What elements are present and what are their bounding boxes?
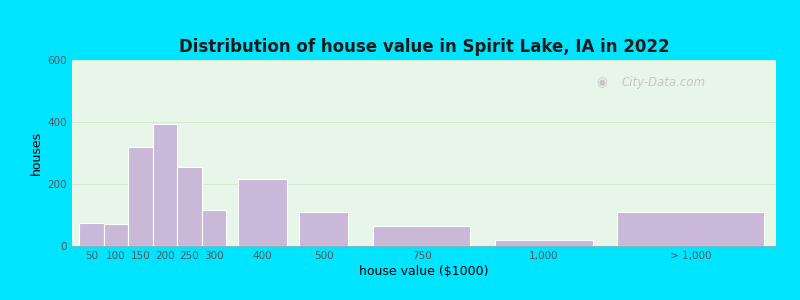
Bar	[79, 223, 104, 246]
Bar	[299, 212, 348, 246]
Bar	[104, 224, 128, 246]
Bar	[177, 167, 202, 246]
Bar	[128, 147, 153, 246]
Text: ◉: ◉	[597, 76, 607, 89]
Text: City-Data.com: City-Data.com	[621, 76, 706, 89]
Bar	[495, 240, 593, 246]
Y-axis label: houses: houses	[30, 131, 43, 175]
Bar	[238, 179, 287, 246]
Bar	[373, 226, 470, 246]
Bar	[617, 212, 764, 246]
Bar	[153, 124, 177, 246]
Bar	[202, 210, 226, 246]
Title: Distribution of house value in Spirit Lake, IA in 2022: Distribution of house value in Spirit La…	[178, 38, 670, 56]
X-axis label: house value ($1000): house value ($1000)	[359, 265, 489, 278]
